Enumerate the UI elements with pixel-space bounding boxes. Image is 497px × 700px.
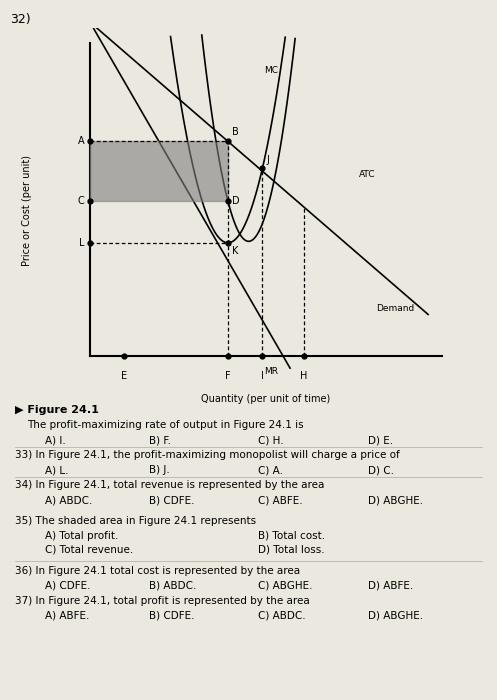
Text: ATC: ATC: [359, 170, 376, 179]
Text: E: E: [121, 371, 127, 381]
Text: MC: MC: [264, 66, 278, 75]
Text: K: K: [232, 246, 239, 256]
Text: A) Total profit.: A) Total profit.: [45, 531, 118, 541]
Text: D) ABGHE.: D) ABGHE.: [368, 495, 423, 505]
Polygon shape: [90, 141, 228, 201]
Text: D) ABFE.: D) ABFE.: [368, 580, 413, 591]
Text: A) L.: A) L.: [45, 465, 68, 475]
Text: B) ABDC.: B) ABDC.: [149, 580, 196, 591]
Text: B) J.: B) J.: [149, 465, 170, 475]
Text: C) ABDC.: C) ABDC.: [258, 610, 306, 621]
Text: 34) In Figure 24.1, total revenue is represented by the area: 34) In Figure 24.1, total revenue is rep…: [15, 480, 324, 490]
Text: 37) In Figure 24.1, total profit is represented by the area: 37) In Figure 24.1, total profit is repr…: [15, 596, 310, 605]
Text: I: I: [261, 371, 264, 381]
Text: F: F: [225, 371, 231, 381]
Text: 36) In Figure 24.1 total cost is represented by the area: 36) In Figure 24.1 total cost is represe…: [15, 566, 300, 575]
Text: MR: MR: [264, 367, 278, 376]
Text: C) H.: C) H.: [258, 435, 284, 445]
Text: C) A.: C) A.: [258, 465, 283, 475]
Text: C) ABGHE.: C) ABGHE.: [258, 580, 313, 591]
Text: J: J: [266, 155, 269, 165]
Text: ▶ Figure 24.1: ▶ Figure 24.1: [15, 405, 99, 414]
Text: D) E.: D) E.: [368, 435, 393, 445]
Text: D) Total loss.: D) Total loss.: [258, 545, 325, 554]
Text: C: C: [78, 196, 84, 206]
Text: A: A: [78, 136, 84, 146]
Text: Quantity (per unit of time): Quantity (per unit of time): [201, 394, 331, 404]
Text: B) CDFE.: B) CDFE.: [149, 610, 195, 621]
Text: C) Total revenue.: C) Total revenue.: [45, 545, 133, 554]
Text: A) CDFE.: A) CDFE.: [45, 580, 90, 591]
Text: A) I.: A) I.: [45, 435, 66, 445]
Text: Price or Cost (per unit): Price or Cost (per unit): [22, 155, 32, 265]
Text: L: L: [79, 238, 84, 248]
Text: C) ABFE.: C) ABFE.: [258, 495, 303, 505]
Text: Demand: Demand: [376, 304, 414, 314]
Text: B) F.: B) F.: [149, 435, 171, 445]
Text: 35) The shaded area in Figure 24.1 represents: 35) The shaded area in Figure 24.1 repre…: [15, 516, 256, 526]
Text: A) ABFE.: A) ABFE.: [45, 610, 89, 621]
Text: 32): 32): [10, 13, 30, 26]
Text: 33) In Figure 24.1, the profit-maximizing monopolist will charge a price of: 33) In Figure 24.1, the profit-maximizin…: [15, 450, 400, 460]
Text: B) Total cost.: B) Total cost.: [258, 531, 326, 541]
Text: D) C.: D) C.: [368, 465, 394, 475]
Text: A) ABDC.: A) ABDC.: [45, 495, 92, 505]
Text: H: H: [300, 371, 308, 381]
Text: D: D: [232, 196, 240, 206]
Text: The profit-maximizing rate of output in Figure 24.1 is: The profit-maximizing rate of output in …: [27, 420, 304, 430]
Text: B: B: [232, 127, 239, 137]
Text: B) CDFE.: B) CDFE.: [149, 495, 195, 505]
Text: D) ABGHE.: D) ABGHE.: [368, 610, 423, 621]
